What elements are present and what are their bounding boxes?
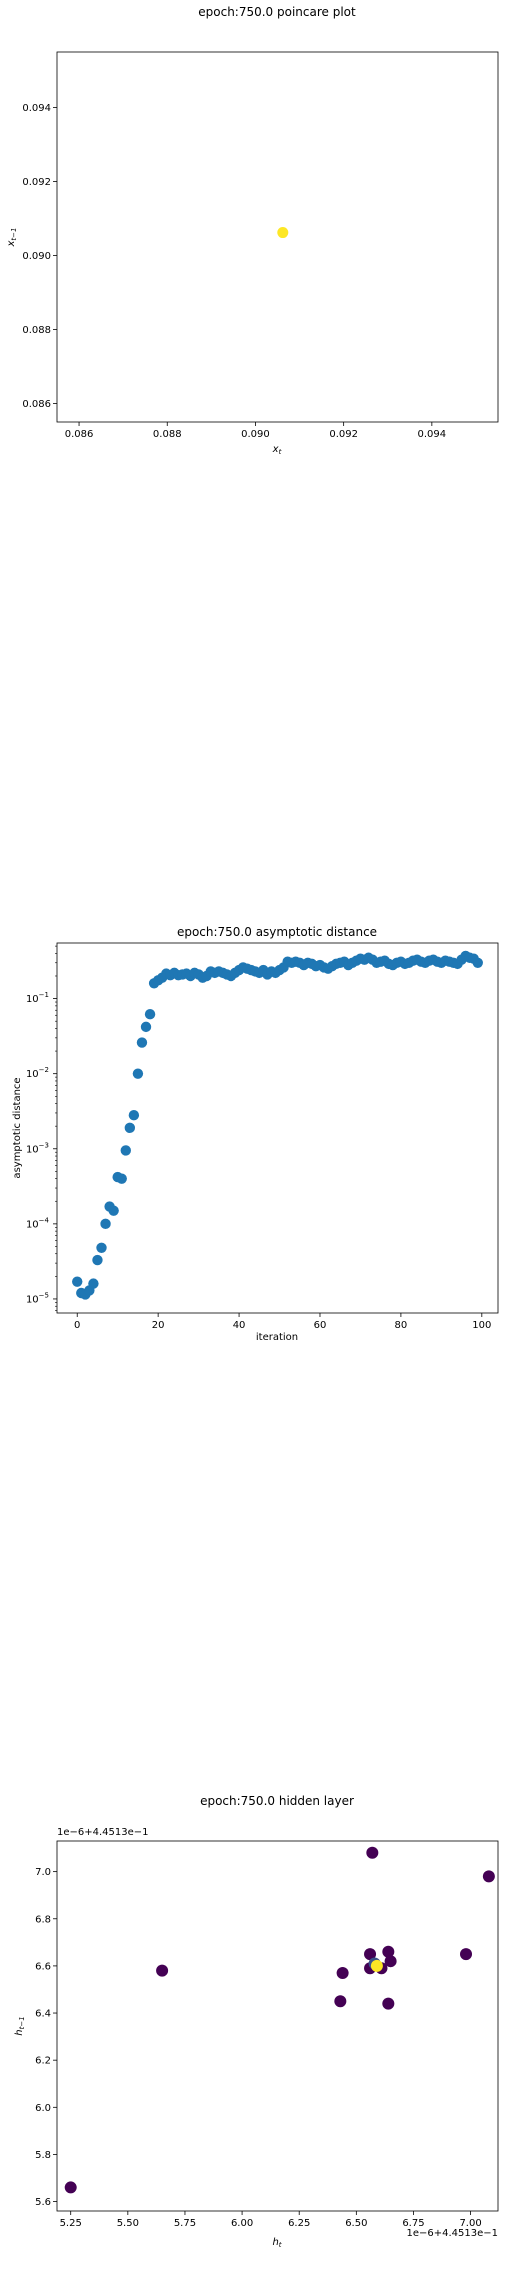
poincare-point (277, 227, 289, 239)
poincare-y-tick-label: 0.092 (22, 177, 51, 188)
hidden-x-tick-label: 5.50 (117, 2218, 139, 2229)
poincare-plot-chart: epoch:750.0 poincare plot 0.086 0.088 0.09… (6, 5, 499, 456)
hidden-point (366, 1846, 379, 1859)
hidden-ylabel: ht−1 (14, 2016, 26, 2035)
hidden-y-tick-label: 6.0 (35, 2103, 51, 2114)
asymptotic-xlabel: iteration (256, 1332, 298, 1343)
hidden-point (382, 1945, 395, 1958)
asymptotic-point (72, 1276, 83, 1287)
poincare-plot-area (56, 51, 499, 423)
asymptotic-point (96, 1242, 107, 1253)
asymptotic-x-tick-label: 100 (472, 1320, 491, 1331)
poincare-x-tick-label: 0.090 (241, 429, 270, 440)
asymptotic-point (116, 1173, 127, 1184)
hidden-y-tick-label: 6.6 (35, 1961, 51, 1972)
poincare-y-tick-label: 0.086 (22, 399, 51, 410)
hidden-y-tick-label: 6.8 (35, 1914, 51, 1925)
asymptotic-x-tick-label: 80 (395, 1320, 408, 1331)
poincare-x-tick-label: 0.092 (329, 429, 358, 440)
hidden-point (336, 1966, 349, 1979)
hidden-x-tick-label: 7.00 (459, 2218, 481, 2229)
hidden-title: epoch:750.0 hidden layer (200, 1794, 354, 1808)
hidden-point (460, 1948, 473, 1961)
poincare-ylabel: xt−1 (6, 228, 18, 248)
poincare-y-tick-label: 0.094 (22, 103, 51, 114)
hidden-point (156, 1964, 169, 1977)
asymptotic-ylabel: asymptotic distance (12, 1077, 23, 1178)
poincare-y-tick-label: 0.088 (22, 325, 51, 336)
hidden-point (64, 2181, 77, 2194)
asymptotic-point (136, 1037, 148, 1048)
hidden-layer-chart: epoch:750.0 hidden layer 1e−6+4.4513e−1 … (14, 1794, 499, 2249)
hidden-x-tick-label: 5.25 (60, 2218, 82, 2229)
asymptotic-point (92, 1254, 103, 1266)
asymptotic-y-tick-label: 10−2 (26, 1066, 49, 1080)
asymptotic-point (124, 1122, 136, 1134)
hidden-x-tick-label: 6.25 (288, 2218, 310, 2229)
hidden-plot-area (56, 1840, 499, 2212)
asymptotic-plot-area (56, 942, 499, 1314)
hidden-point (482, 1870, 495, 1883)
hidden-y-tick-label: 6.4 (35, 2009, 51, 2020)
asymptotic-y-tick-label: 10−1 (26, 991, 49, 1005)
hidden-xlabel: ht (272, 2237, 281, 2249)
asymptotic-y-tick-label: 10−5 (26, 1291, 49, 1305)
asymptotic-point (88, 1278, 99, 1289)
asymptotic-point (128, 1109, 140, 1121)
asymptotic-x-tick-label: 0 (74, 1320, 80, 1331)
asymptotic-title: epoch:750.0 asymptotic distance (177, 925, 377, 939)
asymptotic-point (472, 957, 483, 968)
asymptotic-point (132, 1068, 144, 1079)
asymptotic-point (120, 1145, 131, 1156)
hidden-point (370, 1959, 383, 1972)
hidden-y-tick-label: 7.0 (35, 1867, 51, 1878)
poincare-xlabel: xt (272, 444, 282, 456)
hidden-x-tick-label: 5.75 (174, 2218, 196, 2229)
asymptotic-point (100, 1218, 111, 1230)
hidden-x-tick-label: 6.00 (231, 2218, 253, 2229)
hidden-x-tick-label: 6.50 (345, 2218, 367, 2229)
poincare-x-tick-label: 0.088 (153, 429, 182, 440)
poincare-x-tick-label: 0.086 (65, 429, 94, 440)
asymptotic-y-tick-label: 10−4 (26, 1216, 50, 1230)
poincare-y-tick-label: 0.090 (22, 251, 51, 262)
asymptotic-x-tick-label: 20 (152, 1320, 165, 1331)
asymptotic-x-tick-label: 40 (233, 1320, 246, 1331)
hidden-point (334, 1995, 347, 2008)
asymptotic-distance-chart: epoch:750.0 asymptotic distance 0 20 40 60 8… (12, 925, 499, 1343)
hidden-y-tick-label: 5.8 (35, 2150, 51, 2161)
asymptotic-y-tick-label: 10−3 (26, 1141, 49, 1155)
asymptotic-x-tick-label: 60 (314, 1320, 327, 1331)
hidden-y-tick-label: 5.6 (35, 2197, 51, 2208)
asymptotic-point (144, 1008, 156, 1020)
poincare-title: epoch:750.0 poincare plot (198, 5, 356, 19)
hidden-x-tick-label: 6.75 (402, 2218, 424, 2229)
poincare-x-tick-label: 0.094 (418, 429, 447, 440)
hidden-point (364, 1948, 377, 1961)
hidden-x-offset-label: 1e−6+4.4513e−1 (406, 2228, 498, 2239)
hidden-y-offset-label: 1e−6+4.4513e−1 (57, 1827, 149, 1838)
hidden-y-tick-label: 6.2 (35, 2056, 51, 2067)
hidden-point (384, 1955, 397, 1968)
hidden-point (382, 1997, 395, 2010)
asymptotic-point (140, 1021, 152, 1033)
asymptotic-point (108, 1205, 119, 1216)
